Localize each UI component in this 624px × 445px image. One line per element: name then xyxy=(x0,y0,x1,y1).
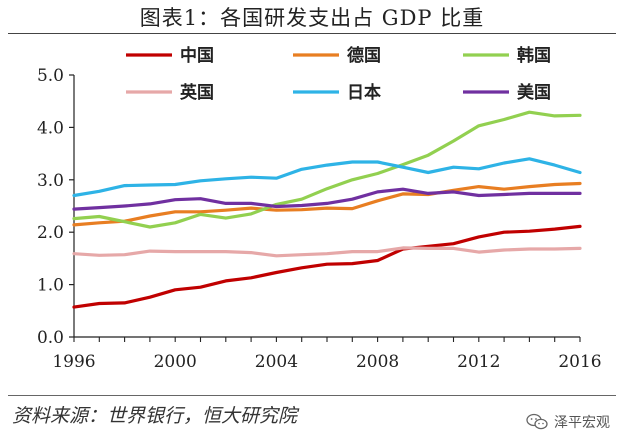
series-line-日本 xyxy=(72,157,582,198)
legend-label: 英国 xyxy=(180,82,214,103)
x-tick-label: 2012 xyxy=(457,352,500,372)
series-line-德国 xyxy=(72,181,582,227)
legend-label: 中国 xyxy=(180,45,214,66)
series-line-美国 xyxy=(72,187,582,211)
series-line-英国 xyxy=(72,246,582,258)
series-line-中国 xyxy=(72,224,582,309)
y-tick-label: 1.0 xyxy=(37,276,64,296)
y-tick-label: 5.0 xyxy=(37,66,64,86)
legend-label: 日本 xyxy=(347,82,381,103)
y-tick-label: 3.0 xyxy=(37,171,64,191)
legend-label: 德国 xyxy=(347,45,381,66)
y-tick-label: 2.0 xyxy=(37,223,64,243)
brand-name: 泽平宏观 xyxy=(554,415,610,431)
legend-label: 韩国 xyxy=(517,45,551,66)
x-tick-label: 2016 xyxy=(558,352,601,372)
x-tick-label: 2008 xyxy=(356,352,399,372)
x-tick-label: 2004 xyxy=(255,352,298,372)
x-tick-label: 2000 xyxy=(154,352,197,372)
y-tick-label: 0.0 xyxy=(37,328,64,348)
footer-divider xyxy=(8,395,616,396)
wechat-icon xyxy=(526,413,548,430)
chart-title: 图表1：各国研发支出占 GDP 比重 xyxy=(139,6,485,30)
source-note: 资料来源：世界银行，恒大研究院 xyxy=(12,405,298,427)
brand-watermark: 泽平宏观 xyxy=(526,412,610,432)
x-tick-label: 1996 xyxy=(52,352,95,372)
plot-area xyxy=(72,110,582,309)
chart-axes: 0.0 1.0 2.0 3.0 4.0 5.0 1996 2000 2004 2008 2012 20… xyxy=(37,66,602,372)
title-divider xyxy=(8,33,616,34)
y-tick-label: 4.0 xyxy=(37,118,64,138)
legend-label: 美国 xyxy=(517,82,551,103)
series-line-韩国 xyxy=(72,110,582,229)
